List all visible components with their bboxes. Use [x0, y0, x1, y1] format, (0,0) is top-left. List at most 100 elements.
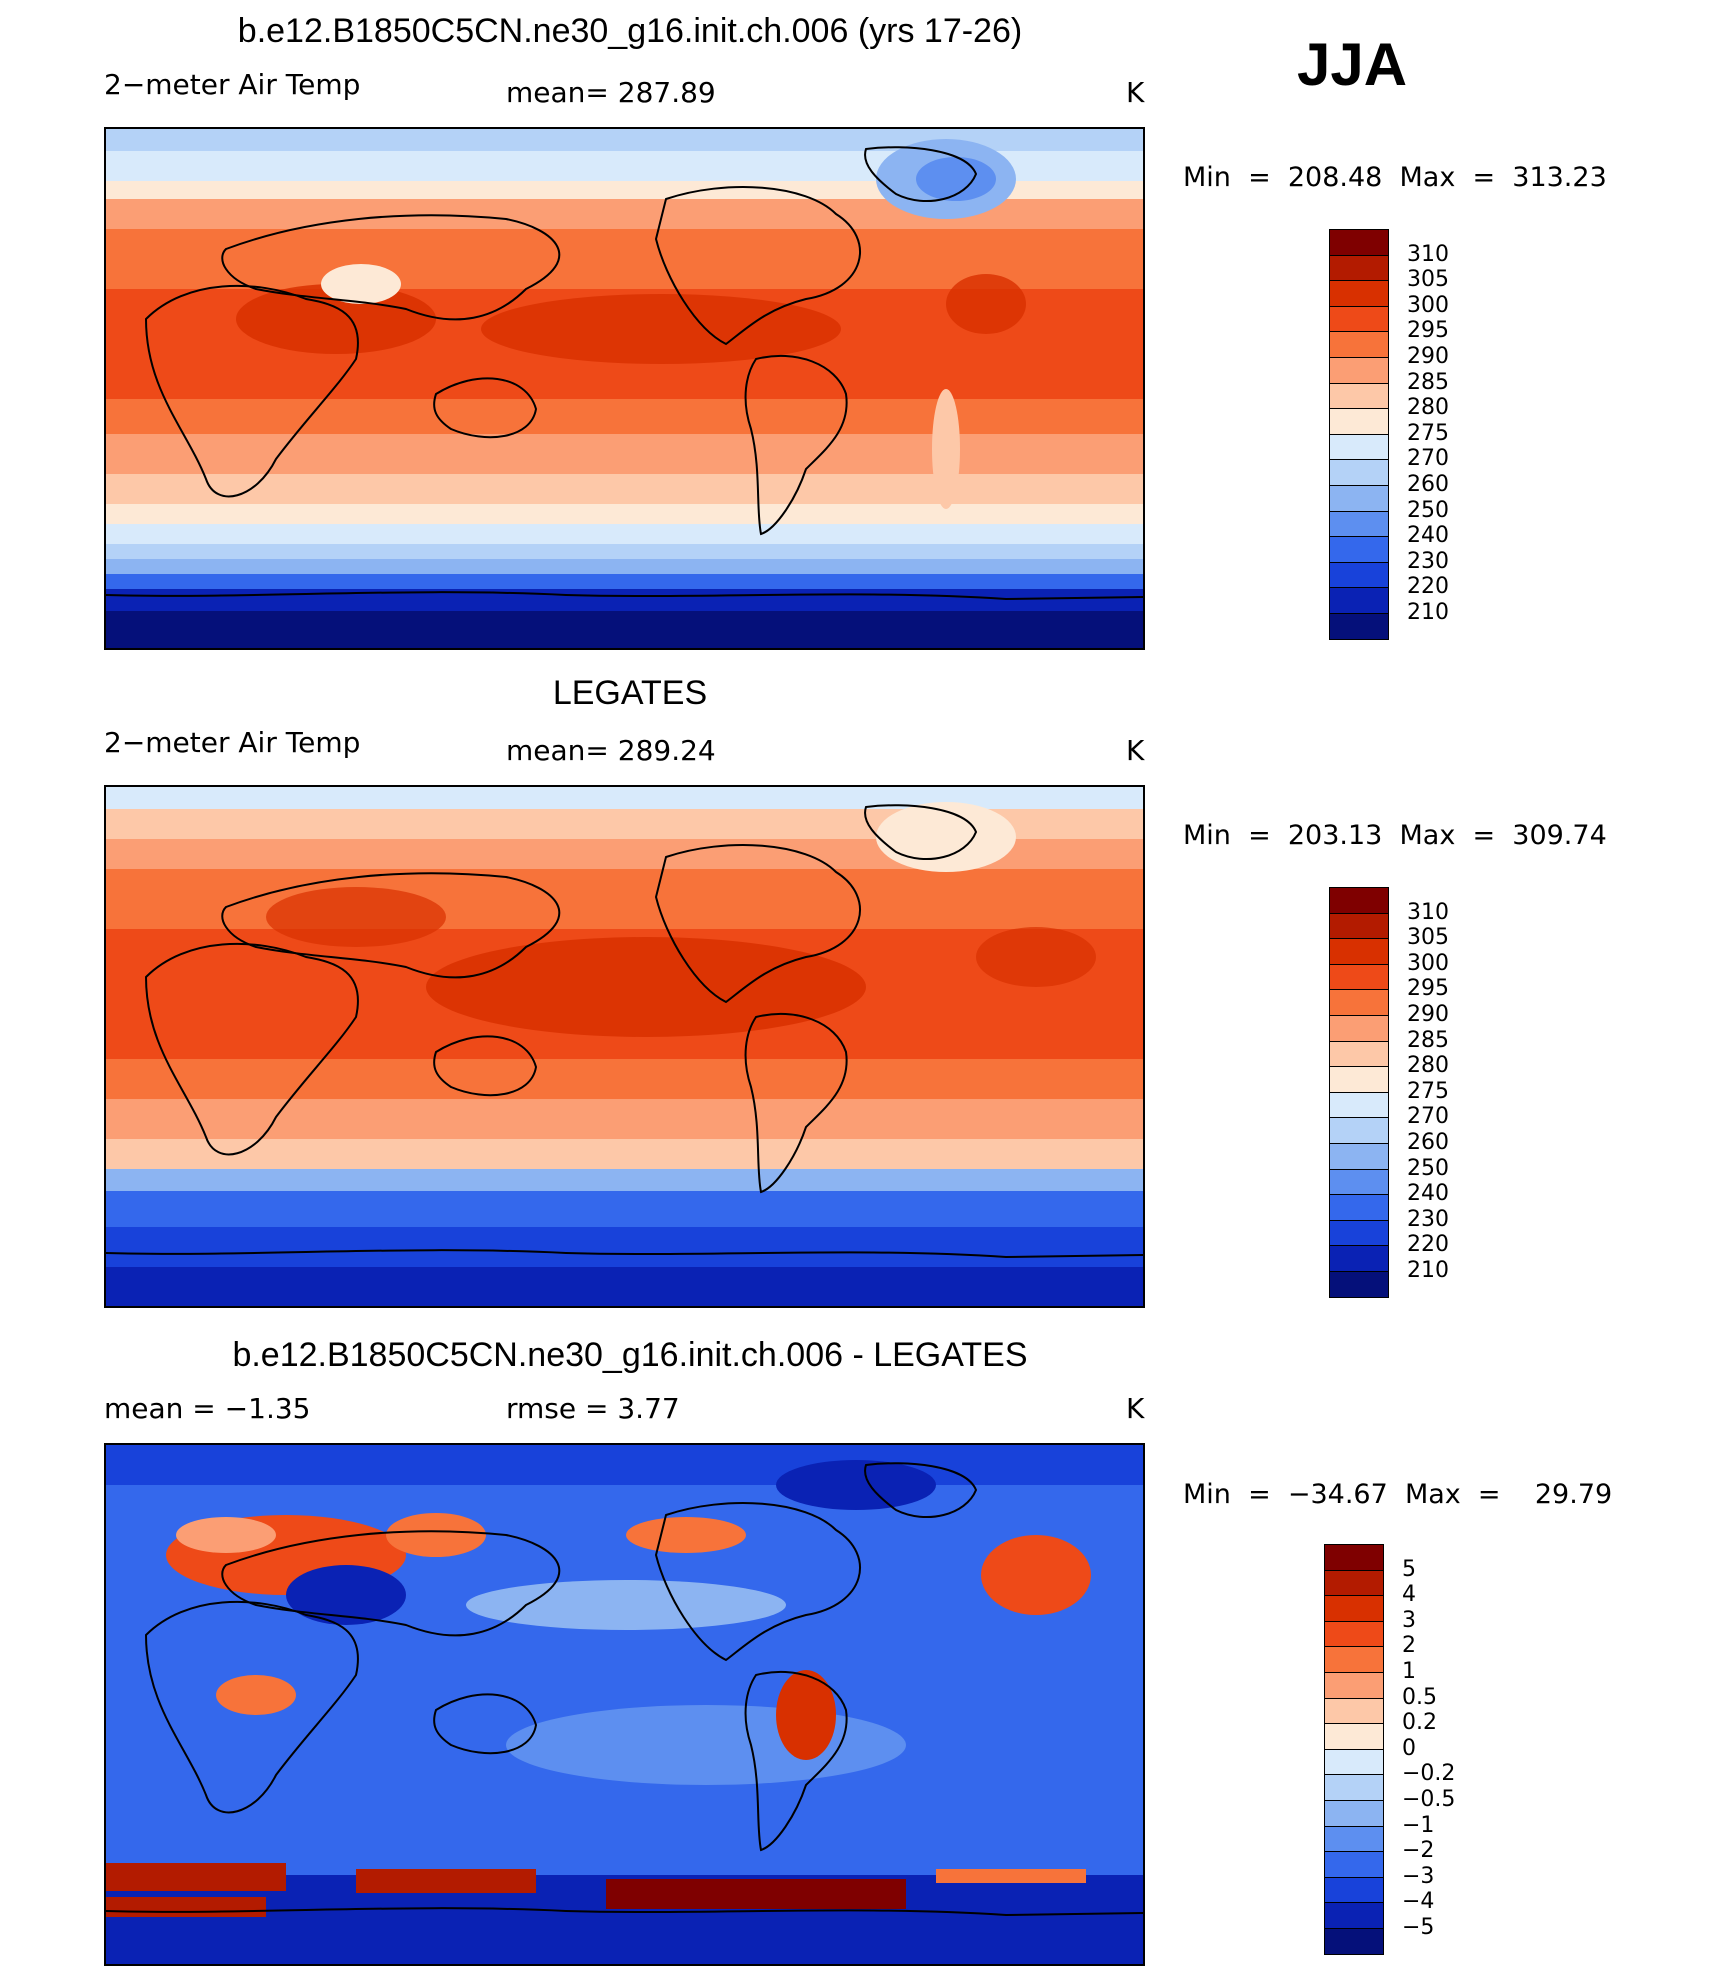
colorbar-swatch — [1329, 1245, 1389, 1272]
panel-diff-minmax: Min = −34.67 Max = 29.79 — [1183, 1479, 1613, 1510]
colorbar-label: 300 — [1407, 950, 1449, 976]
colorbar-swatch — [1329, 357, 1389, 384]
panel-obs-left-label: 2−meter Air Temp — [104, 726, 361, 759]
colorbar-label: 220 — [1407, 574, 1449, 600]
colorbar-label: −4 — [1402, 1889, 1435, 1915]
panel-model-mean: mean= 287.89 — [506, 76, 716, 109]
map-model-field — [106, 129, 1143, 648]
panel-obs-mean: mean= 289.24 — [506, 734, 716, 767]
map-diff — [104, 1443, 1145, 1966]
colorbar-swatch — [1329, 433, 1389, 461]
colorbar-label: 285 — [1407, 1027, 1449, 1053]
colorbar-swatch — [1329, 887, 1389, 914]
colorbar-swatch — [1329, 1271, 1389, 1298]
colorbar-swatch — [1329, 1091, 1389, 1119]
colorbar-swatch — [1329, 1117, 1389, 1144]
colorbar-label: 1 — [1402, 1659, 1416, 1684]
colorbar-swatch — [1329, 912, 1389, 940]
panel-diff-mean: mean = −1.35 — [104, 1392, 311, 1425]
colorbar-swatch — [1324, 1825, 1384, 1853]
season-label: JJA — [1297, 31, 1408, 98]
colorbar-swatch — [1329, 989, 1389, 1016]
map-obs — [104, 785, 1145, 1308]
colorbar-label: 3 — [1402, 1607, 1416, 1633]
colorbar-label: 300 — [1407, 292, 1449, 318]
colorbar-swatch — [1324, 1748, 1384, 1776]
colorbar-label: 230 — [1407, 548, 1449, 574]
colorbar-swatch — [1324, 1774, 1384, 1801]
map-diff-field — [106, 1445, 1143, 1964]
panel-model-minmax: Min = 208.48 Max = 313.23 — [1183, 162, 1607, 193]
colorbar-swatch — [1329, 408, 1389, 435]
colorbar-label: −3 — [1402, 1863, 1435, 1889]
colorbar-label: 240 — [1407, 523, 1449, 549]
colorbar-swatch — [1329, 459, 1389, 486]
panel-model-title: b.e12.B1850C5CN.ne30_g16.init.ch.006 (yr… — [237, 12, 1023, 50]
colorbar-label: 230 — [1407, 1206, 1449, 1232]
colorbar-label: 210 — [1407, 1258, 1449, 1283]
panel-diff-units: K — [1126, 1392, 1145, 1425]
colorbar-swatch — [1329, 1143, 1389, 1170]
colorbar-label: 0.2 — [1402, 1710, 1437, 1736]
colorbar-swatch — [1329, 963, 1389, 991]
colorbar-label: 290 — [1407, 344, 1449, 369]
colorbar-label: 310 — [1407, 899, 1449, 925]
colorbar-label: 280 — [1407, 395, 1449, 421]
colorbar-swatch — [1324, 1595, 1384, 1622]
colorbar-label: 295 — [1407, 318, 1449, 344]
colorbar-label: 275 — [1407, 1078, 1449, 1104]
colorbar-label: −0.5 — [1402, 1787, 1456, 1812]
colorbar-swatch — [1329, 1219, 1389, 1247]
colorbar-swatch — [1324, 1569, 1384, 1597]
colorbar-swatch — [1324, 1876, 1384, 1904]
colorbar-swatch — [1329, 254, 1389, 282]
colorbar-label: 5 — [1402, 1556, 1416, 1582]
colorbar-swatch — [1329, 1168, 1389, 1196]
colorbar-swatch — [1329, 587, 1389, 614]
colorbar-label: 295 — [1407, 976, 1449, 1002]
panel-diff-rmse: rmse = 3.77 — [506, 1392, 680, 1425]
colorbar-swatch — [1329, 536, 1389, 563]
colorbar-swatch — [1329, 485, 1389, 512]
colorbar-label: −2 — [1402, 1838, 1435, 1864]
colorbar-label: 305 — [1407, 925, 1449, 951]
colorbar-swatch — [1324, 1697, 1384, 1725]
colorbar-label: 310 — [1407, 241, 1449, 267]
colorbar-label: 0 — [1402, 1735, 1416, 1761]
colorbar-swatch — [1324, 1902, 1384, 1929]
colorbar-swatch — [1329, 1066, 1389, 1093]
colorbar-label: 2 — [1402, 1633, 1416, 1659]
map-obs-field — [106, 787, 1143, 1306]
colorbar-swatch — [1329, 382, 1389, 410]
colorbar-swatch — [1324, 1800, 1384, 1827]
colorbar-swatch — [1329, 331, 1389, 358]
colorbar-swatch — [1329, 305, 1389, 333]
colorbar-label: 275 — [1407, 420, 1449, 446]
colorbar-swatch — [1324, 1851, 1384, 1878]
colorbar-swatch — [1324, 1928, 1384, 1955]
colorbar-swatch — [1329, 1194, 1389, 1221]
colorbar-label: 250 — [1407, 1155, 1449, 1181]
colorbar-label: 260 — [1407, 472, 1449, 497]
panel-model-left-label: 2−meter Air Temp — [104, 68, 361, 101]
colorbar-swatch — [1324, 1672, 1384, 1699]
colorbar-label: 285 — [1407, 369, 1449, 395]
colorbar-label: 290 — [1407, 1002, 1449, 1027]
colorbar-swatch — [1324, 1646, 1384, 1673]
colorbar-swatch — [1329, 229, 1389, 256]
colorbar-label: 220 — [1407, 1232, 1449, 1258]
panel-model-units: K — [1126, 76, 1145, 109]
colorbar-swatch — [1324, 1620, 1384, 1648]
colorbar-swatch — [1329, 561, 1389, 589]
colorbar-label: 305 — [1407, 267, 1449, 293]
colorbar-label: −5 — [1402, 1915, 1435, 1940]
panel-diff-title: b.e12.B1850C5CN.ne30_g16.init.ch.006 - L… — [232, 1336, 1028, 1374]
colorbar-label: 0.5 — [1402, 1684, 1437, 1710]
colorbar-label: 260 — [1407, 1130, 1449, 1155]
colorbar-swatch — [1329, 1040, 1389, 1068]
colorbar-label: 210 — [1407, 600, 1449, 625]
colorbar-label: 270 — [1407, 1104, 1449, 1130]
panel-obs-minmax: Min = 203.13 Max = 309.74 — [1183, 820, 1607, 851]
colorbar-label: 4 — [1402, 1582, 1416, 1608]
panel-obs-units: K — [1126, 734, 1145, 767]
